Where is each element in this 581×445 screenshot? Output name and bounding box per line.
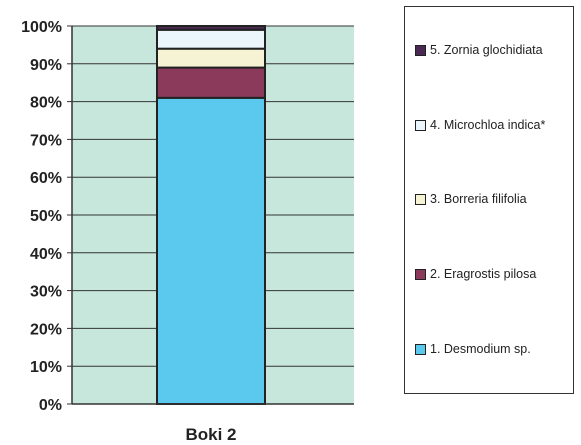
bar-segment-5 bbox=[156, 25, 266, 31]
bar-segment-4 bbox=[156, 28, 266, 50]
y-tick-label: 0% bbox=[39, 397, 62, 414]
bar-segment-2 bbox=[156, 66, 266, 99]
y-tick-label: 50% bbox=[30, 208, 62, 225]
legend-item-4: 4. Microchloa indica* bbox=[415, 118, 545, 132]
legend-item-1: 1. Desmodium sp. bbox=[415, 342, 531, 356]
legend-swatch-2 bbox=[415, 268, 426, 280]
legend-swatch-5 bbox=[415, 44, 426, 56]
legend-item-3: 3. Borreria filifolia bbox=[415, 192, 527, 206]
y-tick-label: 20% bbox=[30, 321, 62, 338]
bar-segment-3 bbox=[156, 47, 266, 69]
y-tick-label: 10% bbox=[30, 359, 62, 376]
legend-label-3: 3. Borreria filifolia bbox=[430, 192, 527, 206]
legend-swatch-1 bbox=[415, 343, 426, 355]
y-tick-label: 70% bbox=[30, 132, 62, 149]
legend-swatch-3 bbox=[415, 193, 426, 205]
y-tick-label: 40% bbox=[30, 246, 62, 263]
y-tick-label: 80% bbox=[30, 95, 62, 112]
y-tick-label: 60% bbox=[30, 170, 62, 187]
x-category-label: Boki 2 bbox=[185, 425, 236, 444]
y-tick-label: 100% bbox=[21, 19, 62, 36]
legend-item-2: 2. Eragrostis pilosa bbox=[415, 267, 536, 281]
y-tick-labels: 0% 10% 20% 30% 40% 50% 60% 70% 80% 90% 100% bbox=[21, 19, 72, 414]
legend-swatch-4 bbox=[415, 119, 426, 131]
y-tick-label: 90% bbox=[30, 57, 62, 74]
legend-label-4: 4. Microchloa indica* bbox=[430, 118, 546, 132]
legend-label-2: 2. Eragrostis pilosa bbox=[430, 267, 537, 281]
bar-stack bbox=[156, 25, 266, 405]
legend-item-5: 5. Zornia glochidiata bbox=[415, 43, 543, 57]
legend-label-5: 5. Zornia glochidiata bbox=[430, 43, 543, 57]
legend: 5. Zornia glochidiata 4. Microchloa indi… bbox=[404, 6, 574, 394]
bar-segment-1 bbox=[156, 96, 266, 405]
legend-label-1: 1. Desmodium sp. bbox=[430, 342, 531, 356]
y-tick-label: 30% bbox=[30, 284, 62, 301]
